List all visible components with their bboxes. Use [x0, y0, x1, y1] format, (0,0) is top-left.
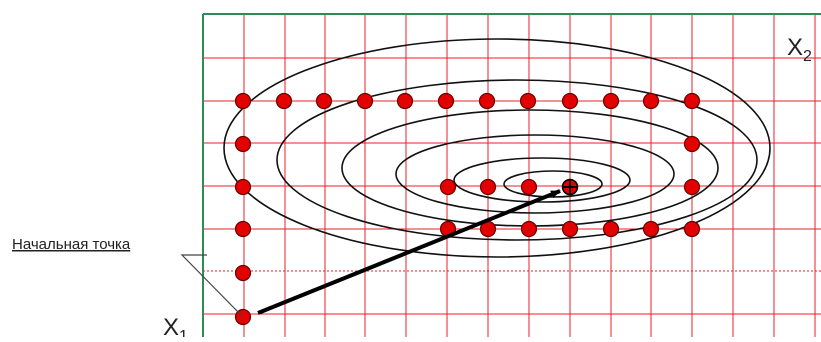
search-points — [234, 92, 701, 326]
start-label-leader — [180, 254, 243, 317]
optimum-point — [561, 178, 579, 196]
contour-ellipse — [276, 79, 758, 241]
contour-ellipse — [453, 157, 631, 203]
search-point — [602, 92, 620, 110]
search-point — [275, 92, 293, 110]
search-point — [602, 220, 620, 238]
search-point — [683, 178, 701, 196]
x1-label: X1 — [163, 314, 188, 337]
search-point — [234, 135, 252, 153]
search-point — [437, 92, 455, 110]
search-point — [479, 178, 497, 196]
grid-lines — [203, 14, 821, 337]
contour-lines — [223, 38, 771, 258]
search-point — [683, 220, 701, 238]
search-point — [561, 92, 579, 110]
search-point — [356, 92, 374, 110]
x2-label: X2 — [787, 34, 812, 65]
search-point — [561, 220, 579, 238]
search-point — [642, 92, 660, 110]
contour-ellipse — [395, 134, 675, 214]
search-point — [683, 92, 701, 110]
search-point — [234, 178, 252, 196]
search-point — [683, 135, 701, 153]
search-point — [520, 178, 538, 196]
search-point — [478, 92, 496, 110]
search-point — [234, 264, 252, 282]
search-point — [439, 178, 457, 196]
search-point — [396, 92, 414, 110]
search-point — [315, 92, 333, 110]
start-point-label: Начальная точка — [12, 236, 131, 253]
search-direction-arrow — [257, 189, 561, 315]
contour-ellipse — [223, 38, 771, 258]
search-point — [642, 220, 660, 238]
search-point — [520, 220, 538, 238]
search-point — [519, 92, 537, 110]
search-point — [234, 220, 252, 238]
search-point — [234, 92, 252, 110]
